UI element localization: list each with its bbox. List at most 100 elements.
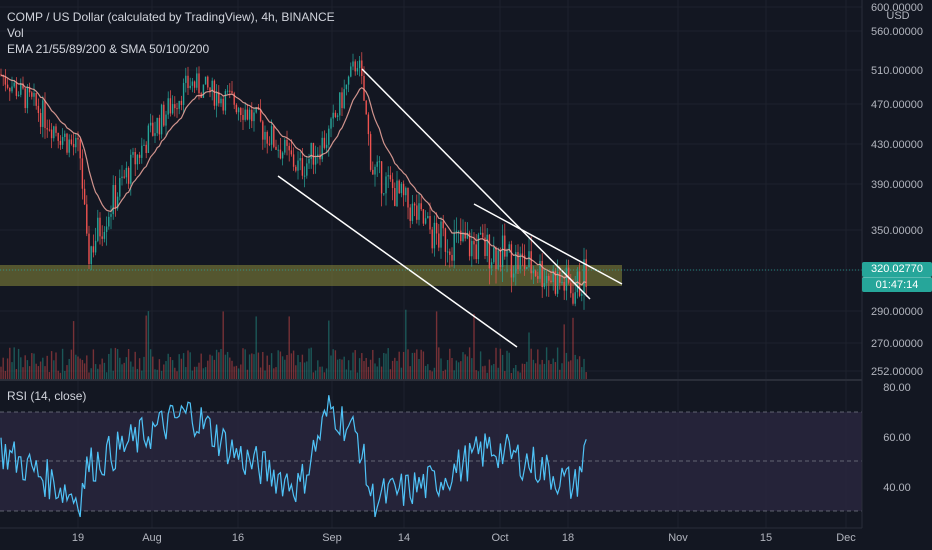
volume-bar — [499, 348, 502, 379]
candle-body — [50, 129, 53, 139]
volume-bar — [396, 360, 398, 379]
volume-bar — [378, 357, 381, 379]
candle-body — [378, 161, 381, 163]
volume-bar — [213, 359, 216, 379]
candle-body — [451, 254, 453, 261]
candle-body — [367, 114, 370, 135]
candle-body — [86, 204, 88, 234]
volume-bar — [75, 354, 77, 379]
candle-body — [92, 246, 95, 253]
volume-bar — [574, 354, 576, 379]
volume-bar — [457, 362, 460, 379]
candle-body — [37, 105, 40, 113]
price-axis[interactable]: 600.00000 560.00000 510.00000 470.00000 430.… — [871, 2, 923, 378]
volume-bar — [229, 357, 231, 379]
candle-body — [4, 76, 7, 85]
candle-body — [116, 196, 119, 209]
volume-bar — [521, 363, 524, 379]
volume-bar — [44, 366, 46, 379]
volume-bar — [534, 363, 537, 379]
candle-body — [88, 233, 90, 265]
volume-bar — [350, 370, 352, 379]
candle-body — [565, 267, 568, 291]
candle-body — [545, 275, 548, 284]
candle-body — [123, 176, 125, 178]
volume-bar — [466, 356, 469, 379]
candle-body — [398, 180, 400, 194]
candle-body — [24, 88, 26, 109]
candle-body — [207, 76, 209, 88]
candle-body — [466, 232, 469, 239]
candle-body — [299, 158, 301, 161]
candle-body — [325, 144, 328, 148]
volume-bar — [356, 372, 359, 379]
vol-label[interactable]: Vol — [7, 26, 24, 40]
volume-bar — [235, 365, 238, 379]
candle-body — [455, 230, 458, 233]
volume-bar — [209, 354, 211, 379]
rsi-tick-label: 40.00 — [883, 482, 911, 494]
candle-body — [220, 98, 222, 104]
time-tick-label: 14 — [398, 532, 410, 544]
chart-title[interactable]: COMP / US Dollar (calculated by TradingV… — [7, 10, 335, 24]
volume-bar — [286, 354, 288, 379]
volume-bar — [35, 363, 37, 379]
candle-body — [350, 66, 352, 77]
volume-bar — [127, 349, 130, 379]
pane-separator[interactable] — [0, 379, 862, 381]
volume-bar — [165, 361, 167, 379]
candle-body — [42, 100, 44, 127]
volume-bar — [132, 366, 134, 379]
volume-bar — [460, 361, 462, 379]
candle-body — [125, 167, 128, 178]
volume-bar — [385, 353, 387, 379]
rsi-label[interactable]: RSI (14, close) — [7, 389, 87, 403]
candle-body — [15, 82, 18, 96]
volume-bar — [477, 371, 480, 379]
volume-bar — [565, 352, 568, 379]
candle-body — [70, 139, 73, 145]
candle-body — [460, 230, 462, 242]
candle-body — [314, 157, 317, 165]
candle-body — [46, 128, 48, 130]
volume-bar — [101, 358, 103, 379]
volume-bar — [383, 352, 385, 379]
volume-bar — [204, 367, 207, 379]
indicators-label[interactable]: EMA 21/55/89/200 & SMA 50/100/200 — [7, 42, 210, 56]
candle-body — [490, 262, 493, 269]
candle-body — [328, 128, 330, 145]
volume-bar — [449, 348, 451, 379]
candle-body — [310, 142, 312, 159]
volume-bar — [495, 347, 497, 379]
candle-body — [446, 251, 449, 253]
candle-body — [424, 218, 427, 224]
rsi-axis[interactable]: 80.00 60.00 40.00 — [883, 382, 911, 494]
volume-bar — [154, 369, 156, 379]
candle-body — [499, 250, 502, 268]
candle-body — [75, 137, 77, 148]
time-axis[interactable]: 19 Aug 16 Sep 14 Oct 18 Nov 15 Dec — [72, 532, 856, 544]
candle-body — [119, 178, 121, 197]
volume-bar — [367, 366, 370, 379]
candle-body — [468, 232, 471, 257]
volume-bar — [442, 371, 444, 379]
support-zone — [0, 265, 622, 286]
candle-body — [563, 281, 565, 291]
candle-body — [48, 129, 51, 131]
volume-bar — [543, 363, 546, 379]
volume-bar — [185, 367, 187, 379]
volume-bar — [0, 366, 2, 379]
candle-body — [266, 131, 268, 144]
candle-body — [110, 214, 112, 217]
volume-bar — [141, 370, 143, 379]
candle-body — [204, 76, 207, 85]
volume-bar — [420, 349, 422, 379]
candle-body — [365, 100, 367, 115]
volume-bar — [156, 369, 158, 379]
volume-bar — [279, 351, 282, 379]
volume-bar — [222, 311, 224, 379]
candle-body — [55, 126, 57, 133]
volume-bar — [556, 347, 559, 379]
candle-body — [26, 87, 29, 109]
